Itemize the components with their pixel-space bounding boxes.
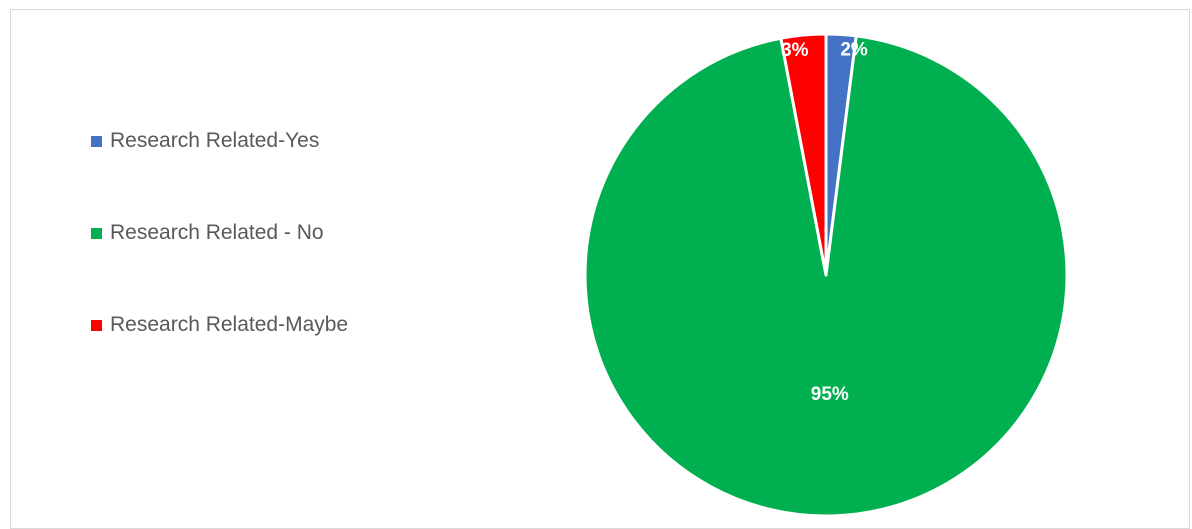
legend-label-no: Research Related - No — [110, 221, 324, 244]
data-label-yes: 2% — [840, 39, 868, 60]
pie-slice-maybe — [779, 32, 828, 277]
legend-item-maybe: Research Related-Maybe — [91, 309, 348, 341]
legend-item-no: Research Related - No — [91, 217, 348, 249]
data-label-maybe: 3% — [781, 40, 809, 61]
data-label-no: 95% — [811, 384, 849, 405]
pie-slices — [583, 32, 1069, 515]
legend-swatch-no — [91, 227, 102, 239]
legend-item-yes: Research Related-Yes — [91, 125, 348, 157]
pie-chart: 2% 95% 3% — [583, 32, 1069, 515]
legend-label-yes: Research Related-Yes — [110, 129, 320, 152]
legend-swatch-maybe — [91, 319, 102, 331]
chart-legend: Research Related-Yes Research Related - … — [91, 125, 348, 341]
legend-label-maybe: Research Related-Maybe — [110, 313, 349, 336]
pie-data-labels: 2% 95% 3% — [781, 39, 868, 405]
legend-swatch-yes — [91, 135, 102, 147]
